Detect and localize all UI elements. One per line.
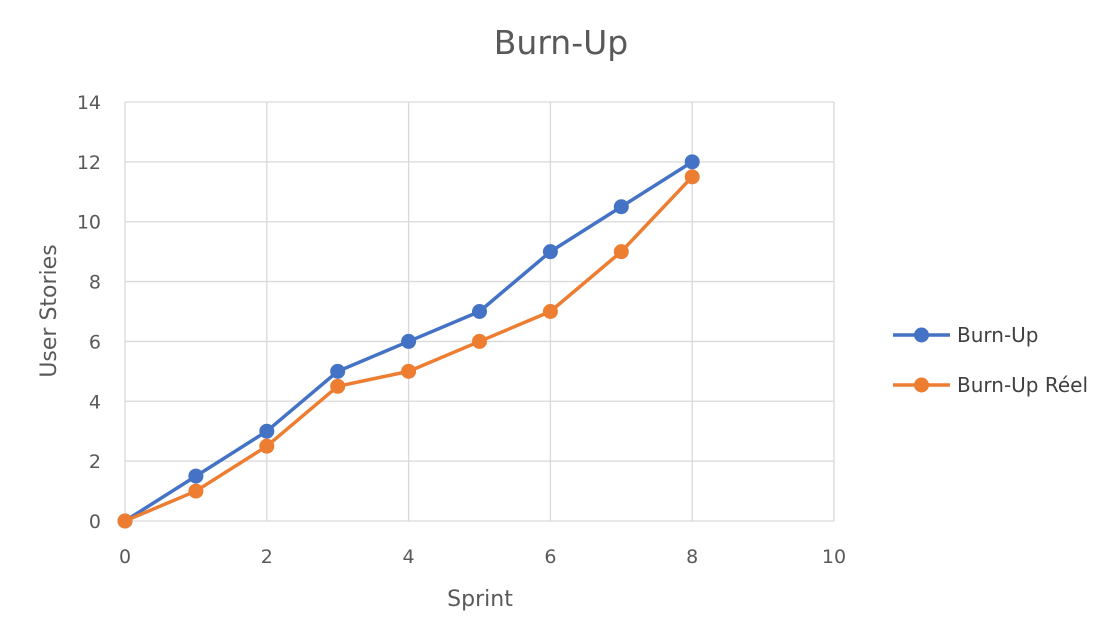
legend-marker — [914, 327, 929, 343]
data-point — [188, 483, 204, 499]
data-point — [684, 154, 700, 170]
data-point — [472, 304, 487, 319]
y-tick-label: 0 — [89, 511, 101, 533]
data-point — [188, 468, 204, 484]
grid — [124, 101, 835, 522]
series-group — [117, 154, 700, 529]
data-point — [259, 423, 275, 439]
data-point — [613, 244, 629, 260]
x-tick-label: 8 — [686, 546, 698, 568]
data-point — [117, 513, 133, 529]
series-0 — [117, 154, 700, 529]
data-point — [330, 363, 346, 379]
data-point — [542, 304, 558, 319]
x-axis-title: Sprint — [447, 587, 513, 612]
data-point — [613, 199, 629, 215]
y-tick-label: 12 — [77, 152, 101, 174]
y-tick-label: 6 — [89, 331, 101, 353]
legend-marker — [914, 377, 929, 393]
data-point — [542, 244, 558, 260]
y-axis-ticks: 0 2 4 6 8 10 12 14 — [77, 92, 101, 533]
legend-item: Burn-Up Réel — [893, 373, 1088, 397]
x-tick-label: 10 — [822, 546, 846, 568]
data-point — [259, 438, 275, 454]
y-tick-label: 4 — [89, 391, 101, 413]
chart-title: Burn-Up — [494, 23, 628, 62]
y-tick-label: 8 — [89, 272, 101, 294]
x-tick-label: 4 — [403, 546, 415, 568]
y-tick-label: 14 — [77, 92, 101, 114]
x-tick-label: 0 — [119, 546, 131, 568]
data-point — [330, 378, 346, 394]
legend-item: Burn-Up — [893, 323, 1039, 347]
legend-label: Burn-Up — [957, 323, 1039, 347]
series-1 — [117, 169, 700, 529]
data-point — [401, 363, 417, 379]
x-tick-label: 6 — [544, 546, 556, 568]
data-point — [472, 333, 487, 349]
data-point — [401, 333, 417, 349]
x-axis-ticks: 0 2 4 6 8 10 — [119, 546, 846, 568]
legend-label: Burn-Up Réel — [957, 373, 1088, 397]
y-tick-label: 10 — [77, 212, 101, 234]
legend: Burn-Up Burn-Up Réel — [893, 323, 1088, 397]
data-point — [684, 169, 700, 185]
y-axis-title: User Stories — [37, 244, 62, 377]
y-tick-label: 2 — [89, 451, 101, 473]
x-tick-label: 2 — [261, 546, 273, 568]
